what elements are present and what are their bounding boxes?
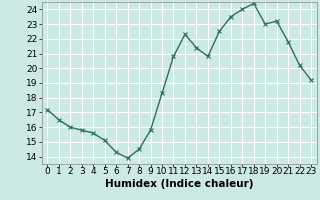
X-axis label: Humidex (Indice chaleur): Humidex (Indice chaleur) [105,179,253,189]
